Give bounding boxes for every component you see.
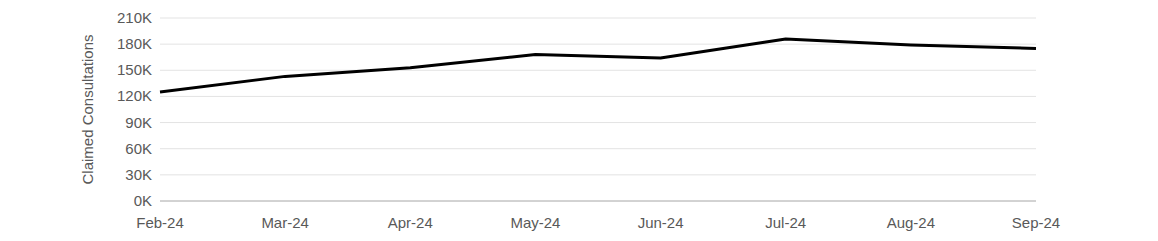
plot-area <box>160 39 1036 92</box>
x-tick-label: May-24 <box>510 214 560 231</box>
grid-line <box>160 148 1036 149</box>
grid-line <box>160 174 1036 175</box>
y-tick-label: 90K <box>125 114 152 131</box>
grid-line <box>160 96 1036 97</box>
x-tick-label: Aug-24 <box>887 214 935 231</box>
y-tick-label: 210K <box>117 9 152 26</box>
grid-line <box>160 122 1036 123</box>
x-axis-line <box>160 201 1036 202</box>
y-tick-label: 120K <box>117 87 152 104</box>
data-line <box>160 39 1036 92</box>
y-tick-label: 180K <box>117 35 152 52</box>
chart-container: 0K 30K 60K 90K 120K 150K 180K 210K Feb-24 Mar-24 A… <box>0 0 1158 241</box>
grid-line <box>160 70 1036 71</box>
grid-line <box>160 18 1036 19</box>
x-tick-label: Jul-24 <box>765 214 806 231</box>
y-tick-label: 150K <box>117 61 152 78</box>
x-tick-label: Feb-24 <box>136 214 184 231</box>
x-tick-label: Mar-24 <box>261 214 309 231</box>
y-tick-label: 30K <box>125 166 152 183</box>
y-tick-label: 0K <box>134 192 152 209</box>
x-tick-label: Apr-24 <box>388 214 433 231</box>
chart-svg: 0K 30K 60K 90K 120K 150K 180K 210K Feb-24 Mar-24 A… <box>0 0 1158 241</box>
x-tick-label: Sep-24 <box>1012 214 1060 231</box>
x-tick-label: Jun-24 <box>638 214 684 231</box>
y-tick-label: 60K <box>125 140 152 157</box>
y-axis-title: Claimed Consultations <box>79 34 96 184</box>
